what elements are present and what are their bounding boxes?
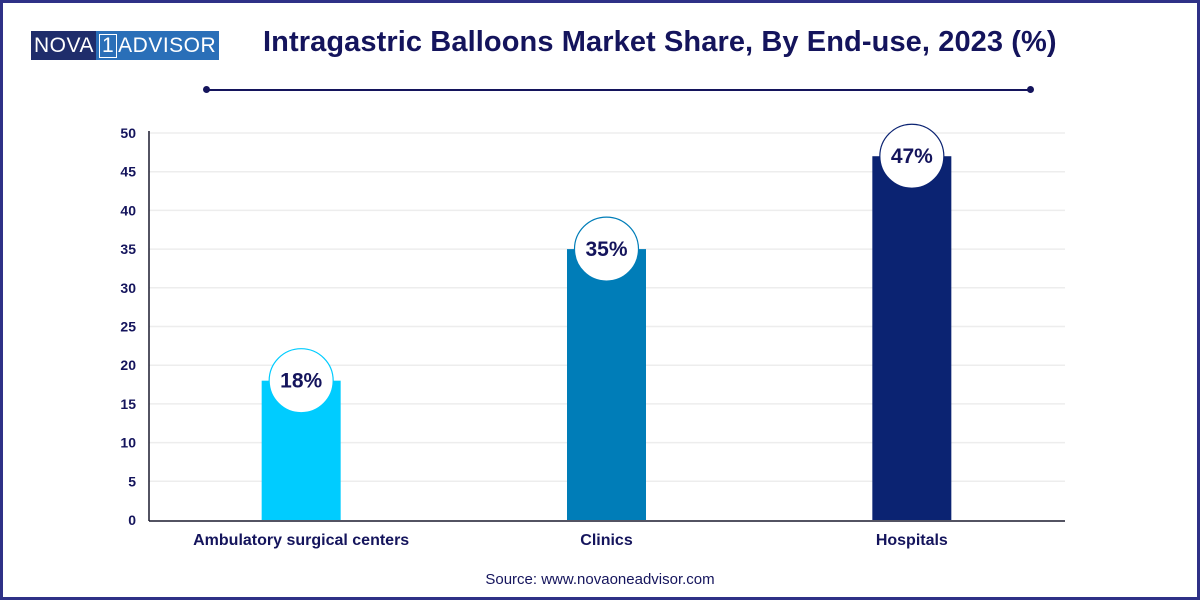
underline-dot-left xyxy=(203,86,210,93)
y-tick-label: 50 xyxy=(120,125,136,141)
x-tick-label: Clinics xyxy=(580,532,633,549)
x-axis-labels: Ambulatory surgical centers Clinics Hospit… xyxy=(193,532,948,549)
y-tick-label: 10 xyxy=(120,435,136,451)
y-tick-label: 20 xyxy=(120,357,136,373)
value-label-bubble xyxy=(268,348,334,414)
chart-title: Intragastric Balloons Market Share, By E… xyxy=(263,26,1057,58)
value-label: 47% xyxy=(891,145,933,168)
logo-advisor-text: ADVISOR xyxy=(118,34,217,57)
logo-digit: 1 xyxy=(98,34,118,58)
value-label-bubble xyxy=(879,123,945,189)
logo-part-advisor: 1 ADVISOR xyxy=(95,31,220,60)
y-tick-label: 35 xyxy=(120,241,136,257)
y-tick-label: 25 xyxy=(120,319,136,335)
title-underline xyxy=(206,89,1030,91)
underline-dot-right xyxy=(1027,86,1034,93)
logo-part-nova: NOVA xyxy=(31,31,96,60)
bar-hospitals xyxy=(872,156,952,520)
value-label-bubble xyxy=(573,216,640,282)
y-tick-label: 5 xyxy=(128,473,136,489)
value-label: 35% xyxy=(585,238,627,261)
y-tick-label: 0 xyxy=(128,512,136,528)
y-tick-label: 45 xyxy=(120,164,136,180)
y-tick-label: 30 xyxy=(120,280,136,296)
bar-clinics xyxy=(567,249,646,520)
y-tick-label: 15 xyxy=(120,396,136,412)
brand-logo: NOVA 1 ADVISOR xyxy=(31,31,220,60)
x-tick-label: Hospitals xyxy=(876,532,948,549)
value-labels: 18% 35% 47% xyxy=(268,123,945,414)
y-axis-ticks: 0 5 10 15 20 25 30 35 40 45 50 xyxy=(120,125,136,528)
source-note: Source: www.novaoneadvisor.com xyxy=(485,571,715,588)
x-tick-label: Ambulatory surgical centers xyxy=(193,532,409,549)
value-label: 18% xyxy=(280,370,322,393)
y-tick-label: 40 xyxy=(120,202,136,218)
